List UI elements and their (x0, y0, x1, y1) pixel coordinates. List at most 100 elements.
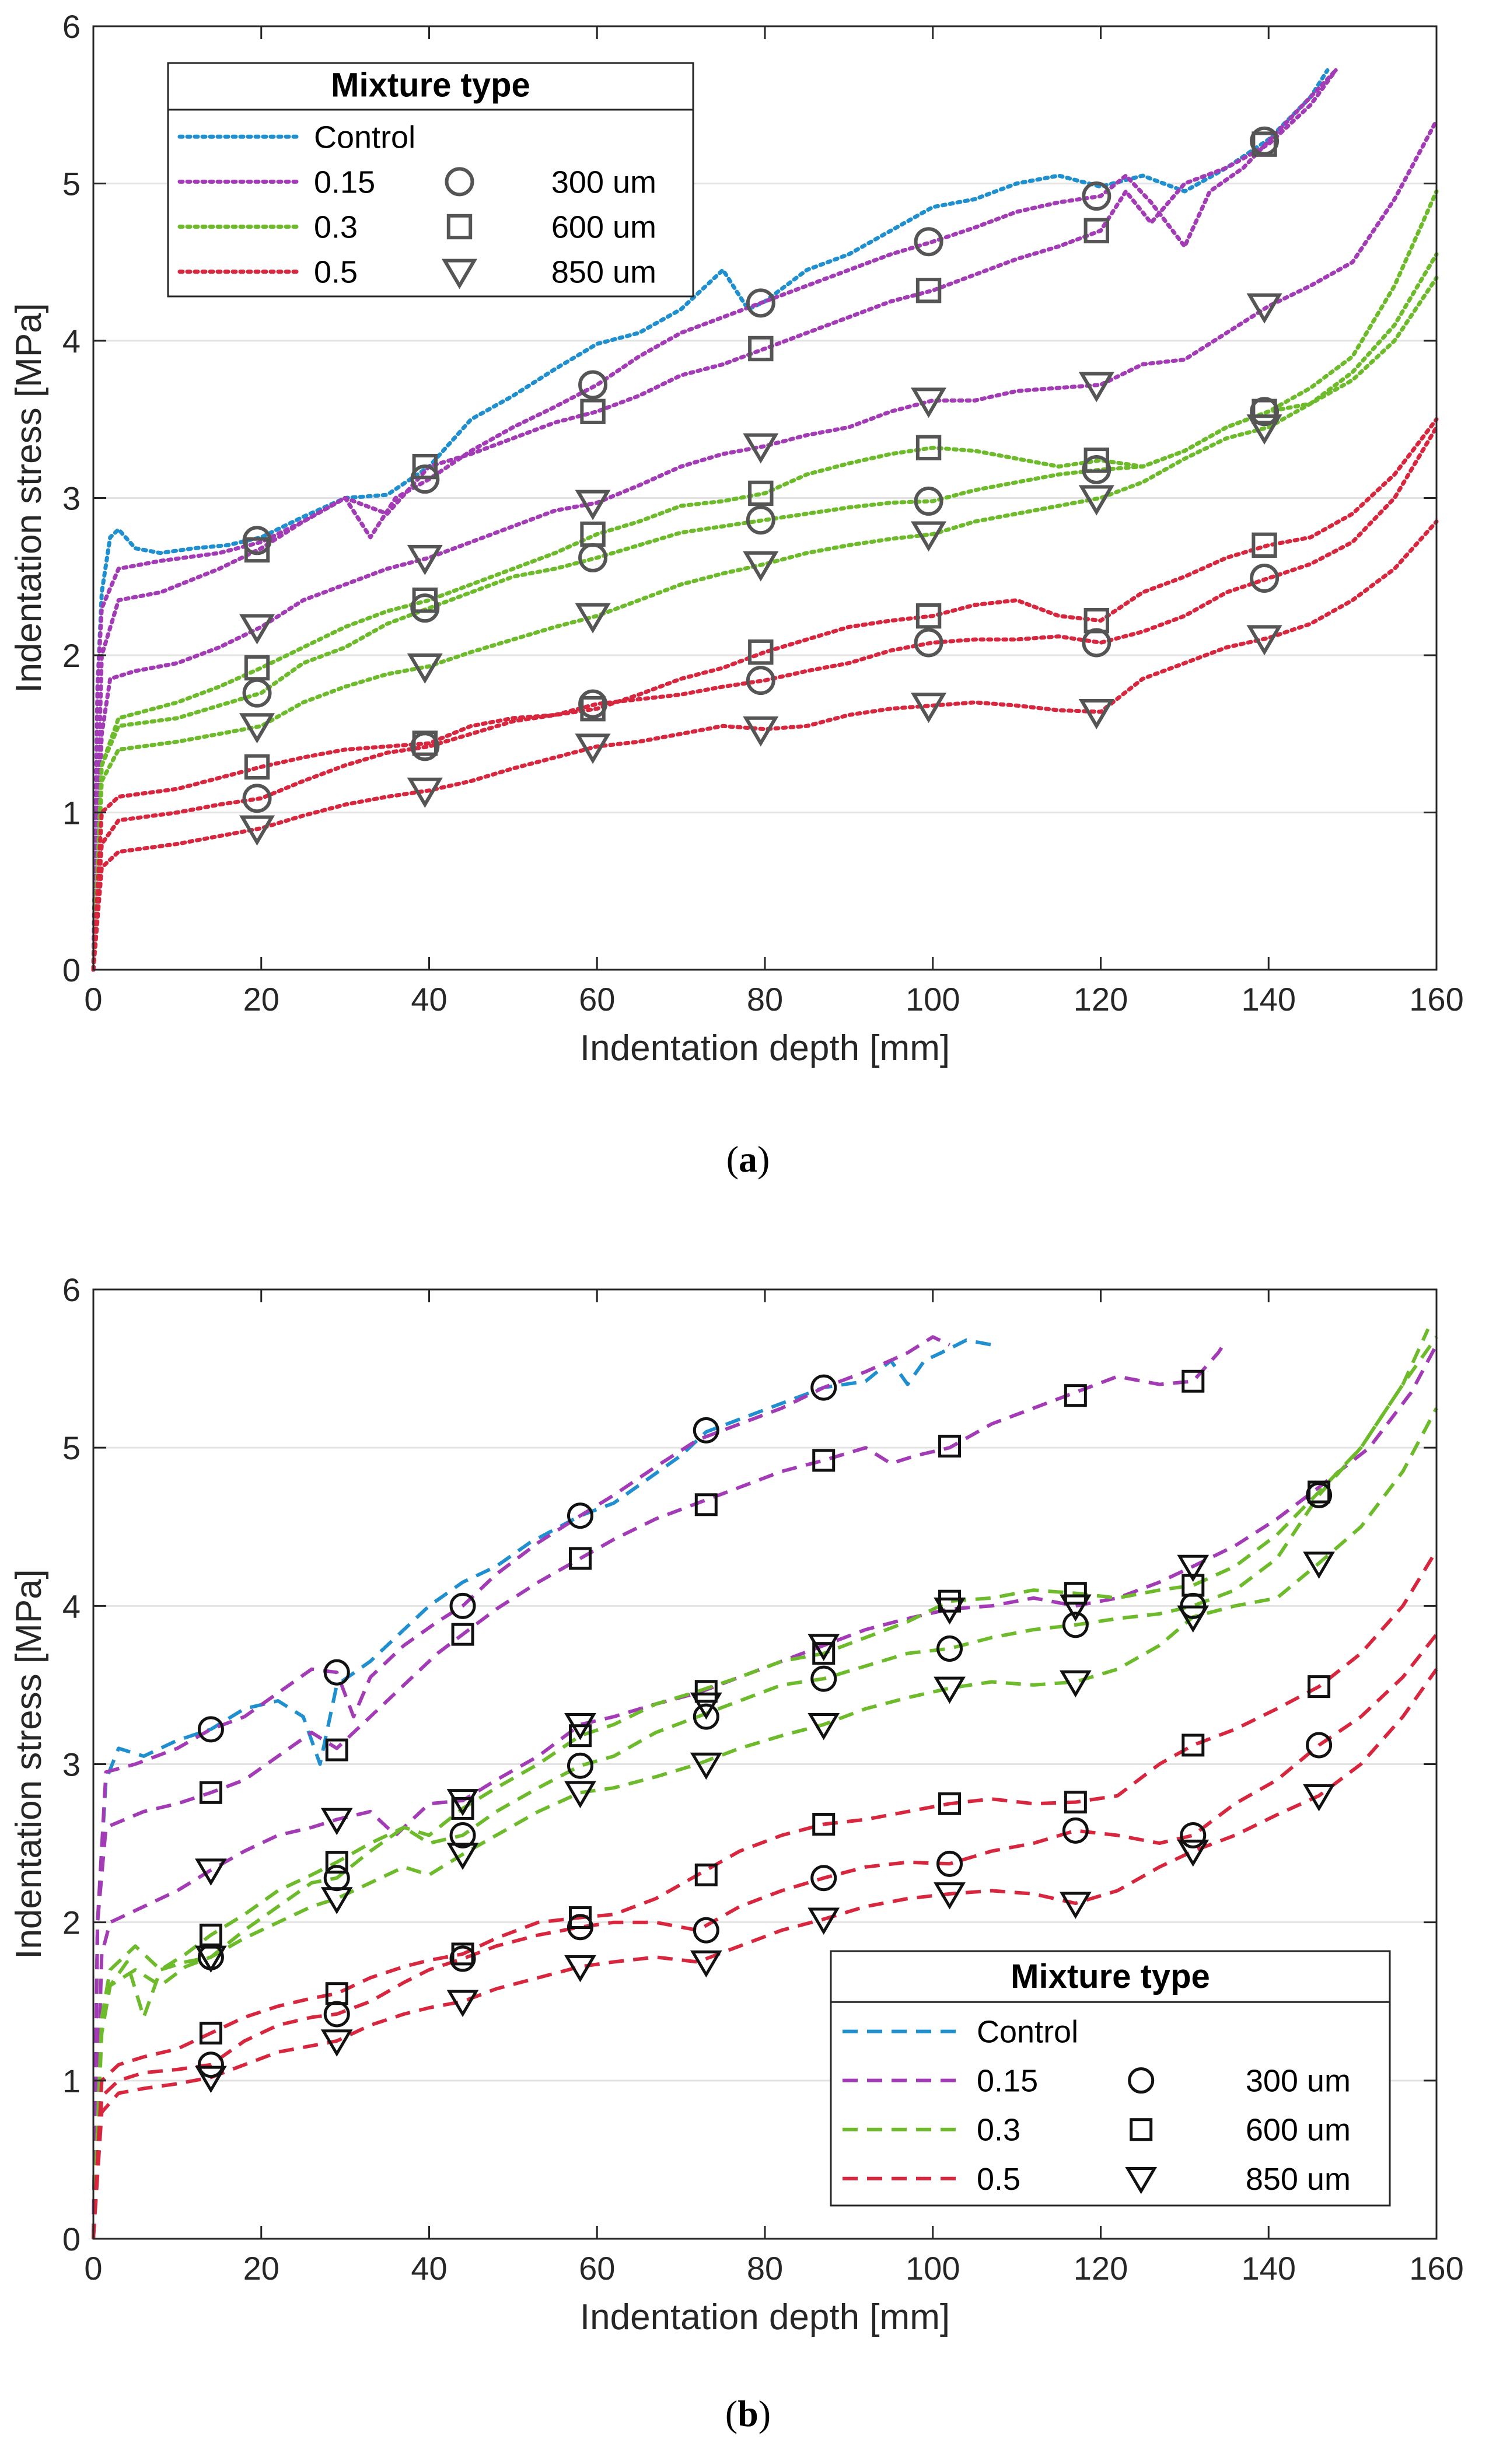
triangle-marker-0-5-850-um-0 (239, 815, 275, 846)
square-marker-0-15-600-um-8 (1182, 1369, 1205, 1393)
x-tick-label-20: 20 (243, 2250, 279, 2287)
triangle-marker-0-3-850-um-1 (407, 653, 443, 684)
square-marker-0-5-600-um-3 (748, 639, 774, 665)
square-marker-0-3-600-um-0 (199, 1923, 222, 1946)
circle-marker-0-5-300-um-2 (578, 689, 608, 719)
square-marker-0-5-600-um-6 (1252, 532, 1277, 558)
caption-b-letter: b (737, 2393, 759, 2434)
legend-label-0-3: 0.3 (314, 209, 358, 244)
triangle-marker-0-15-850-um-7 (1059, 1594, 1092, 1622)
legend-marker-circle (445, 167, 474, 197)
x-axis-label-b: Indentation depth [mm] (580, 2297, 950, 2337)
x-tick-label-160: 160 (1409, 981, 1463, 1018)
legend-label-control: Control (977, 2015, 1078, 2050)
triangle-marker-0-15-850-um-0 (239, 614, 275, 645)
square-marker-0-3-600-um-5 (812, 1642, 836, 1665)
triangle-marker-0-3-850-um-0 (239, 713, 275, 744)
square-marker-0-3-600-um-6 (1252, 399, 1277, 424)
circle-marker-0-15-300-um-1 (410, 464, 440, 494)
triangle-marker-0-15-850-um-1 (320, 1808, 353, 1836)
circle-marker-0-5-300-um-0 (197, 2051, 224, 2078)
square-marker-0-3-600-um-4 (915, 435, 942, 460)
legend-marker-label-300-um: 300 um (551, 165, 656, 200)
square-marker-0-3-600-um-2 (580, 521, 606, 547)
panel-b-chart: 0 20 40 60 80 100 120 140 160 0 1 2 3 4 5 6 Indentation … (9, 1271, 1464, 2337)
triangle-marker-0-15-850-um-4 (911, 387, 947, 418)
square-marker-0-5-600-um-4 (915, 603, 942, 629)
panel-a-caption: (a) (0, 1138, 1496, 1181)
circle-marker-0-3-300-um-1 (410, 593, 440, 623)
triangle-marker-0-5-850-um-5 (808, 1907, 840, 1935)
circle-marker-0-3-300-um-5 (810, 1665, 837, 1692)
series-line-0-3-850-um (92, 1407, 1438, 2239)
x-tick-label-40: 40 (411, 981, 447, 1018)
x-tick-label-60: 60 (579, 981, 615, 1018)
square-marker-0-15-600-um-0 (199, 1781, 222, 1804)
circle-marker-0-15-300-um-4 (914, 227, 943, 257)
triangle-marker-0-5-850-um-5 (1078, 699, 1114, 729)
triangle-marker-0-5-850-um-6 (1246, 625, 1282, 656)
circle-marker-0-15-300-um-3 (746, 288, 775, 318)
caption-a-letter: a (739, 1138, 757, 1180)
square-marker-0-15-600-um-6 (1252, 131, 1277, 157)
square-marker-0-5-600-um-0 (199, 2021, 222, 2044)
circle-marker-0-5-300-um-5 (810, 1865, 837, 1892)
square-marker-0-5-600-um-0 (244, 754, 270, 780)
square-marker-0-3-600-um-5 (1083, 448, 1110, 473)
triangle-marker-0-3-850-um-4 (911, 521, 947, 552)
legend-marker-label-600-um: 600 um (1246, 2113, 1351, 2148)
series-line-0-15-300-um (91, 68, 1338, 972)
square-marker-0-3-600-um-7 (1064, 1582, 1087, 1605)
circle-marker-0-3-300-um-3 (567, 1752, 593, 1779)
square-marker-0-5-600-um-8 (1182, 1733, 1205, 1757)
triangle-marker-0-15-850-um-5 (1078, 372, 1114, 403)
square-marker-0-5-600-um-5 (812, 1813, 836, 1836)
y-tick-label-2: 2 (62, 1904, 81, 1941)
legend-label-0-5: 0.5 (977, 2162, 1020, 2197)
square-marker-0-15-600-um-4 (694, 1493, 718, 1516)
triangle-marker-0-3-850-um-3 (564, 1781, 596, 1809)
series-markers-a (239, 126, 1282, 846)
triangle-marker-0-3-850-um-1 (320, 1887, 353, 1914)
square-marker-0-15-600-um-1 (412, 453, 438, 480)
y-tick-label-3: 3 (62, 1746, 81, 1783)
triangle-marker-0-3-850-um-7 (1059, 1670, 1092, 1698)
x-tick-label-120: 120 (1074, 2250, 1128, 2287)
x-tick-label-140: 140 (1242, 981, 1296, 1018)
square-marker-0-3-600-um-8 (1182, 1574, 1205, 1597)
circle-marker-0-5-300-um-3 (567, 1914, 593, 1941)
circle-marker-0-15-300-um-2 (578, 370, 608, 400)
y-tick-label-1: 1 (62, 2063, 81, 2099)
circle-marker-0-3-300-um-6 (1250, 397, 1280, 427)
legend-label-0-3: 0.3 (977, 2113, 1020, 2148)
square-marker-0-3-600-um-3 (568, 1724, 592, 1747)
circle-marker-0-15-300-um-5 (1082, 181, 1111, 211)
legend-marker-label-300-um: 300 um (1246, 2064, 1351, 2099)
triangle-marker-0-15-850-um-4 (690, 1692, 722, 1720)
square-marker-0-3-600-um-9 (1308, 1480, 1331, 1504)
square-marker-0-5-600-um-1 (412, 731, 438, 756)
square-marker-0-15-600-um-5 (1083, 218, 1110, 244)
triangle-marker-0-3-850-um-8 (1177, 1605, 1210, 1633)
triangle-marker-0-5-850-um-2 (446, 1990, 479, 2018)
square-marker-0-15-600-um-6 (938, 1434, 962, 1458)
triangle-marker-0-3-850-um-3 (743, 551, 779, 582)
series-line-0-15-600-um (92, 1339, 1228, 2239)
y-tick-label-1: 1 (62, 795, 81, 831)
panel-b-caption: (b) (0, 2392, 1496, 2435)
legend-marker-triangle (441, 258, 478, 289)
x-tick-label-60: 60 (579, 2250, 615, 2287)
caption-b-open: ( (725, 2393, 738, 2434)
circle-marker-0-3-300-um-3 (746, 505, 775, 535)
circle-marker-0-5-300-um-4 (914, 628, 943, 658)
triangle-marker-0-5-850-um-4 (911, 693, 947, 724)
x-tick-label-20: 20 (243, 981, 279, 1018)
circle-marker-0-5-300-um-6 (936, 1850, 963, 1877)
y-tick-label-5: 5 (62, 166, 81, 202)
circle-marker-0-15-300-um-2 (449, 1592, 476, 1619)
legend-title-a: Mixture type (331, 67, 530, 104)
triangle-marker-0-3-850-um-6 (1246, 414, 1282, 445)
x-tick-label-0: 0 (84, 981, 102, 1018)
square-marker-0-3-600-um-1 (412, 587, 438, 613)
